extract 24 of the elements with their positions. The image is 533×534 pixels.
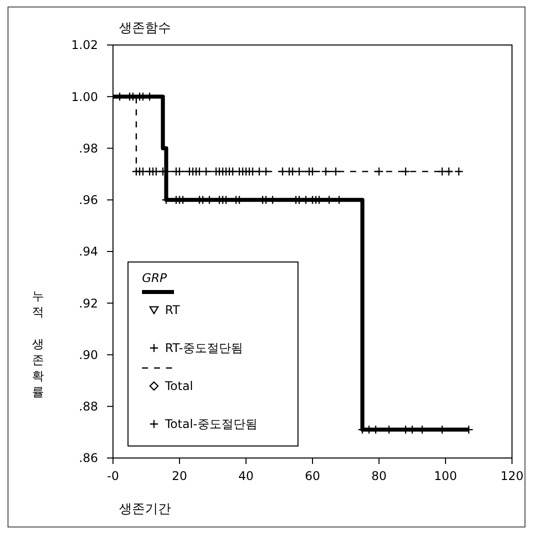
- y-tick-label: 1.00: [71, 90, 98, 104]
- x-axis-title: 생존기간: [119, 502, 171, 517]
- legend-title: GRP: [142, 271, 168, 285]
- legend-label: RT: [165, 303, 180, 318]
- y-tick-label: .98: [78, 141, 98, 156]
- x-tick-label: 120: [500, 469, 524, 483]
- y-tick-label: .86: [78, 451, 98, 466]
- x-tick-label: -0: [107, 469, 119, 483]
- y-tick-label: .94: [78, 244, 98, 259]
- text: 누적 생존확률: [32, 289, 44, 399]
- chart-title: 생존함수: [119, 21, 171, 36]
- y-tick-label: 1.02: [71, 38, 98, 52]
- x-tick-label: 40: [238, 469, 254, 483]
- y-tick-label: .90: [78, 348, 98, 362]
- legend-label: RT-중도절단됨: [165, 341, 244, 356]
- y-tick-label: .96: [78, 193, 98, 208]
- y-tick-label: .88: [78, 400, 98, 414]
- x-tick-label: 20: [172, 469, 188, 483]
- y-tick-label: .92: [78, 296, 98, 310]
- x-tick-label: 100: [434, 469, 457, 483]
- x-tick-label: 80: [371, 469, 387, 483]
- legend-label: Total-중도절단됨: [164, 417, 258, 432]
- x-tick-label: 60: [304, 469, 320, 483]
- legend-label: Total: [164, 379, 194, 394]
